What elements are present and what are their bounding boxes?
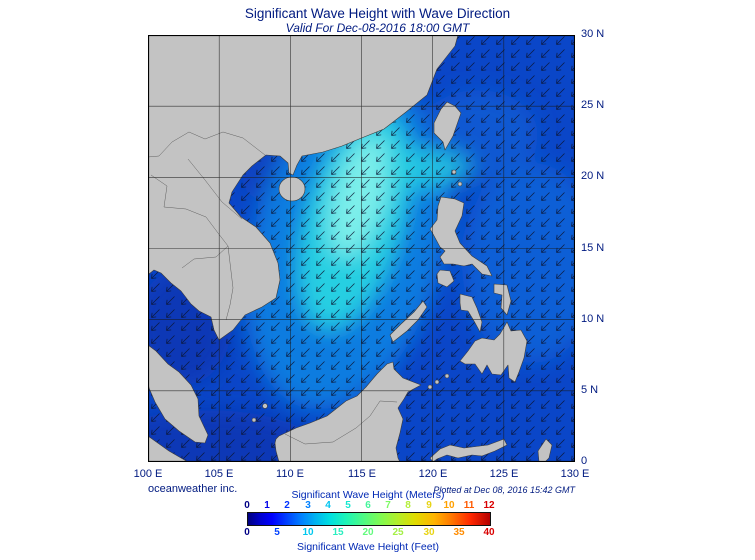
meters-tick: 7 (385, 500, 391, 511)
lat-tick-label: 20 N (581, 170, 605, 182)
land-babuyan-island (457, 181, 463, 187)
meters-tick: 11 (463, 500, 475, 511)
meters-tick: 10 (443, 500, 455, 511)
feet-tick: 25 (392, 527, 404, 538)
land-sulu-island-1 (444, 373, 450, 379)
meters-tick: 6 (365, 500, 371, 511)
lon-tick-label: 120 E (418, 468, 448, 480)
land-layer (148, 35, 553, 462)
map-frame (147, 34, 576, 463)
land-halmahera (537, 438, 553, 462)
land-luzon (429, 196, 493, 277)
map-border (147, 34, 576, 463)
lon-tick-label: 115 E (348, 468, 376, 480)
meters-tick: 12 (483, 500, 495, 511)
legend-title-meters: Significant Wave Height (Meters) (291, 489, 445, 501)
land-mindanao (459, 321, 528, 383)
lat-tick-label: 0 (581, 455, 588, 467)
feet-tick: 30 (423, 527, 435, 538)
lon-tick-label: 125 E (489, 468, 519, 480)
lon-tick-label: 100 E (133, 468, 163, 480)
meters-tick: 0 (244, 500, 250, 511)
feet-tick: 10 (302, 527, 314, 538)
legend-title-feet: Significant Wave Height (Feet) (296, 541, 439, 553)
land-hainan (278, 176, 306, 202)
plotted-timestamp: Plotted at Dec 08, 2016 15:42 GMT (433, 485, 575, 495)
meters-tick: 2 (284, 500, 290, 511)
meters-tick: 9 (426, 500, 432, 511)
meters-tick: 4 (325, 500, 331, 511)
feet-tick: 15 (332, 527, 344, 538)
colorbar (247, 512, 491, 526)
land-sulu-island-2 (434, 379, 440, 385)
feet-tick: 0 (244, 527, 250, 538)
lat-tick-label: 10 N (581, 313, 605, 325)
lat-tick-label: 5 N (581, 384, 599, 396)
land-batanes-island (451, 169, 457, 175)
lat-tick-label: 25 N (581, 99, 605, 111)
meters-tick: 3 (305, 500, 311, 511)
land-taiwan (433, 101, 462, 151)
land-palawan (389, 300, 428, 343)
lat-tick-label: 30 N (581, 28, 605, 40)
land-sumatra (148, 435, 189, 462)
meters-tick: 8 (405, 500, 411, 511)
grid-lines (148, 35, 575, 462)
land-natuna-island (262, 403, 268, 409)
land-sulu-island-3 (427, 384, 433, 390)
land-sulawesi (429, 438, 508, 462)
meters-tick: 5 (345, 500, 351, 511)
land-anambas-island (251, 417, 257, 423)
credit-text: oceanweather inc. (148, 483, 238, 495)
feet-tick: 35 (453, 527, 465, 538)
plot-subtitle: Valid For Dec-08-2016 18:00 GMT (285, 21, 470, 35)
map-canvas (147, 34, 576, 463)
feet-tick: 5 (274, 527, 280, 538)
lon-tick-label: 110 E (276, 468, 304, 480)
land-visayas (459, 293, 483, 333)
meters-tick: 1 (264, 500, 270, 511)
country-borders (148, 131, 398, 445)
lon-tick-label: 105 E (204, 468, 234, 480)
lon-tick-label: 130 E (560, 468, 590, 480)
feet-tick: 40 (483, 527, 495, 538)
plot-title: Significant Wave Height with Wave Direct… (244, 6, 511, 21)
lat-tick-label: 15 N (581, 242, 605, 254)
land-mainland-asia (148, 35, 459, 341)
feet-tick: 20 (362, 527, 374, 538)
land-mindoro (436, 269, 455, 288)
land-malay-peninsula (148, 344, 209, 444)
